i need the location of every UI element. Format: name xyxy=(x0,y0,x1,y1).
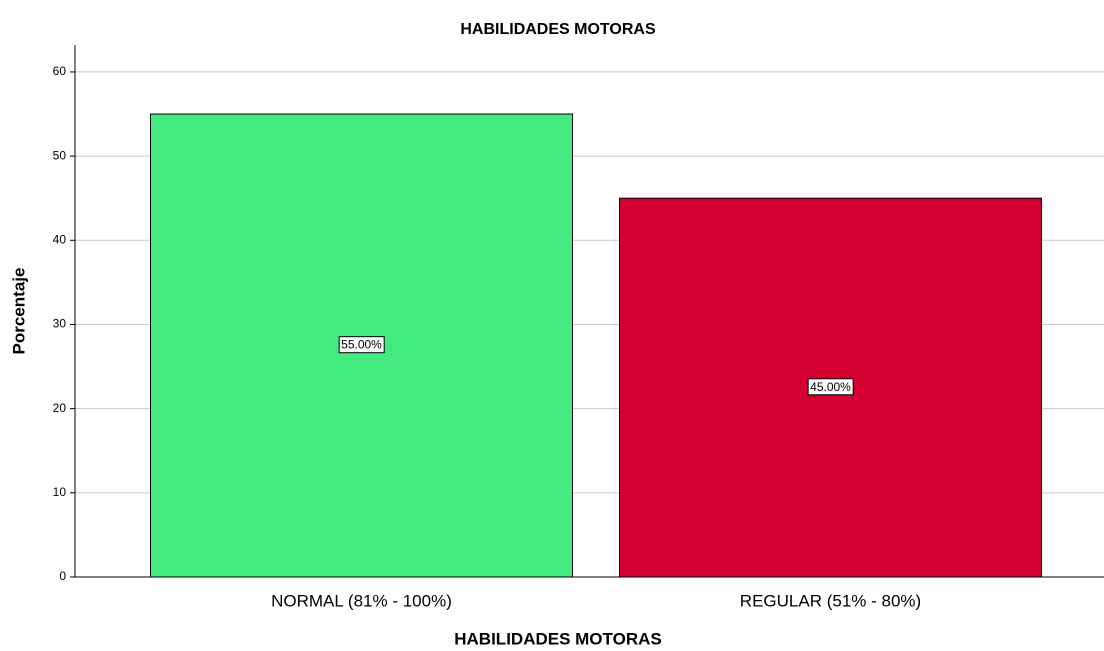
value-label: 45.00% xyxy=(807,378,854,396)
y-tick-label: 20 xyxy=(53,401,67,415)
x-axis-title: HABILIDADES MOTORAS xyxy=(454,629,661,648)
value-label-text: 45.00% xyxy=(810,380,851,394)
value-label-text: 55.00% xyxy=(341,338,382,352)
y-tick-label: 10 xyxy=(53,485,67,499)
y-tick-label: 60 xyxy=(53,64,67,78)
x-tick-label: REGULAR (51% - 80%) xyxy=(740,591,921,610)
value-label-box xyxy=(338,336,385,354)
value-label-box xyxy=(807,378,854,396)
value-label: 55.00% xyxy=(338,336,385,354)
y-axis-title: Porcentaje xyxy=(9,268,28,355)
y-tick-label: 50 xyxy=(53,148,67,162)
y-tick-label: 30 xyxy=(53,317,67,331)
x-tick-label: NORMAL (81% - 100%) xyxy=(271,591,452,610)
y-tick-label: 0 xyxy=(59,569,66,583)
y-tick-label: 40 xyxy=(53,232,67,246)
chart-title: HABILIDADES MOTORAS xyxy=(460,21,656,38)
